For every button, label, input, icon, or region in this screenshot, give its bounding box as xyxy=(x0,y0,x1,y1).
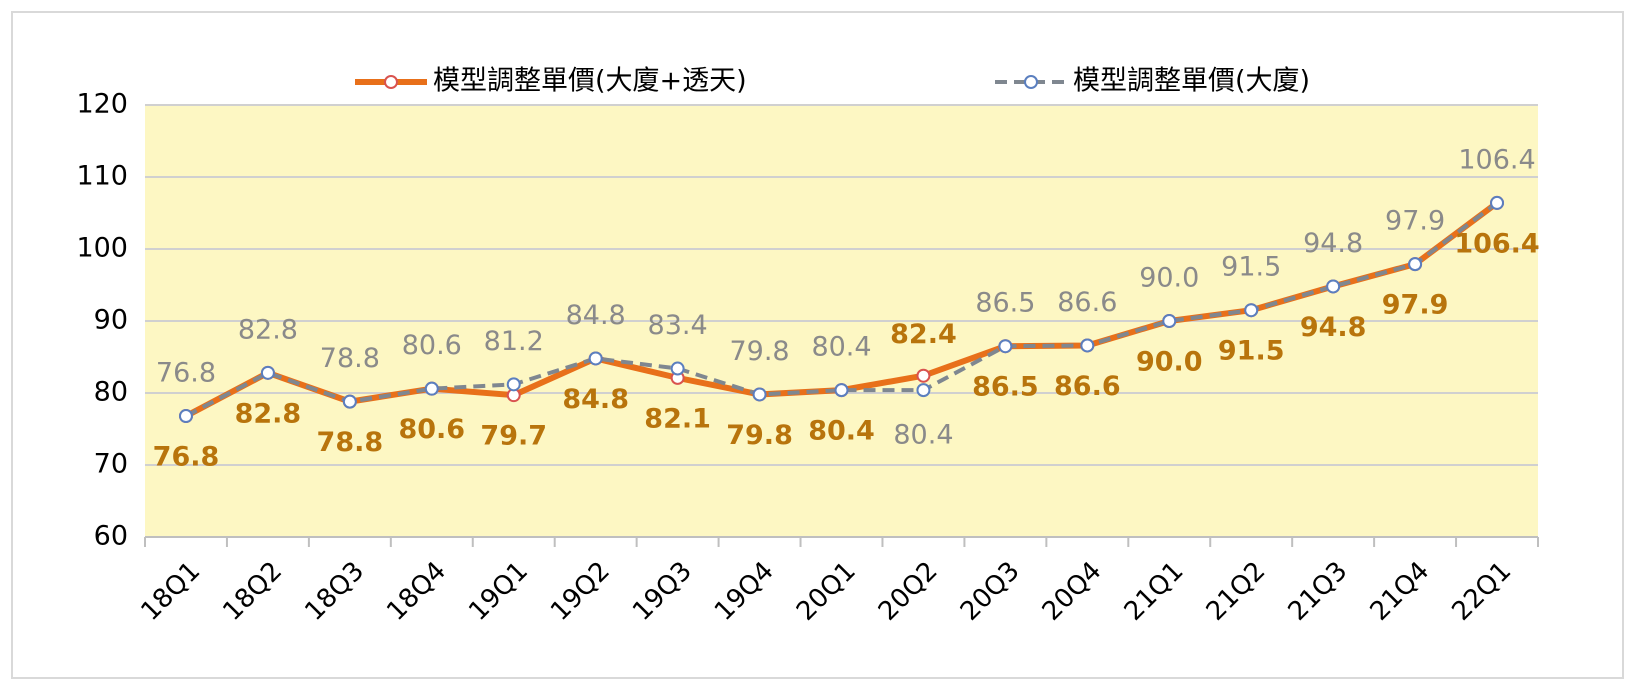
data-label: 79.8 xyxy=(726,420,793,451)
marker xyxy=(506,377,521,392)
y-tick-label: 120 xyxy=(76,89,128,120)
marker xyxy=(998,339,1013,354)
data-label: 76.8 xyxy=(153,442,220,473)
data-label: 106.4 xyxy=(1458,144,1535,175)
data-label: 82.8 xyxy=(238,314,298,345)
data-label: 78.8 xyxy=(317,427,384,458)
marker xyxy=(424,381,439,396)
marker xyxy=(588,351,603,366)
data-label: 86.6 xyxy=(1054,371,1121,402)
data-label: 82.1 xyxy=(644,403,711,434)
data-label: 86.6 xyxy=(1057,287,1117,318)
marker xyxy=(1080,338,1095,353)
marker xyxy=(916,368,931,383)
y-tick-label: 90 xyxy=(94,305,128,336)
marker xyxy=(916,383,931,398)
data-label: 79.7 xyxy=(480,421,547,452)
data-label: 97.9 xyxy=(1382,290,1449,321)
data-label: 94.8 xyxy=(1300,312,1367,343)
marker xyxy=(1326,279,1341,294)
data-label: 86.5 xyxy=(975,288,1035,319)
data-label: 86.5 xyxy=(972,372,1039,403)
data-label: 78.8 xyxy=(320,343,380,374)
data-label: 79.8 xyxy=(729,336,789,367)
marker xyxy=(260,365,275,380)
data-label: 84.8 xyxy=(562,384,629,415)
data-label: 84.8 xyxy=(566,300,626,331)
data-label: 106.4 xyxy=(1454,228,1539,259)
data-label: 90.0 xyxy=(1136,347,1203,378)
legend-label: 模型調整單價(大廈+透天) xyxy=(433,66,747,97)
y-tick-label: 70 xyxy=(94,449,128,480)
marker xyxy=(1244,303,1259,318)
data-label: 80.6 xyxy=(398,414,465,445)
marker xyxy=(670,361,685,376)
y-tick-label: 110 xyxy=(76,161,128,192)
data-label: 83.4 xyxy=(648,310,708,341)
data-label: 90.0 xyxy=(1139,263,1199,294)
data-label: 97.9 xyxy=(1385,206,1445,237)
data-label: 81.2 xyxy=(484,326,544,357)
data-label: 82.4 xyxy=(890,319,957,350)
data-label: 80.4 xyxy=(808,416,875,447)
data-label: 91.5 xyxy=(1218,336,1285,367)
data-label: 82.8 xyxy=(235,398,302,429)
data-label: 80.4 xyxy=(811,332,871,363)
y-tick-label: 100 xyxy=(76,233,128,264)
data-label: 76.8 xyxy=(156,358,216,389)
marker xyxy=(1408,257,1423,272)
legend-marker xyxy=(1024,75,1038,89)
legend-label: 模型調整單價(大廈) xyxy=(1073,66,1310,97)
legend-marker xyxy=(384,75,398,89)
data-label: 80.4 xyxy=(893,420,953,451)
y-tick-label: 80 xyxy=(94,377,128,408)
marker xyxy=(342,394,357,409)
series-line xyxy=(185,201,1499,418)
data-label: 94.8 xyxy=(1303,228,1363,259)
marker xyxy=(1162,314,1177,328)
data-label: 91.5 xyxy=(1221,252,1281,283)
marker xyxy=(834,383,849,398)
marker xyxy=(178,409,193,424)
marker xyxy=(752,387,767,402)
marker xyxy=(1490,195,1505,210)
y-tick-label: 60 xyxy=(94,521,128,552)
data-label: 80.6 xyxy=(402,330,462,361)
